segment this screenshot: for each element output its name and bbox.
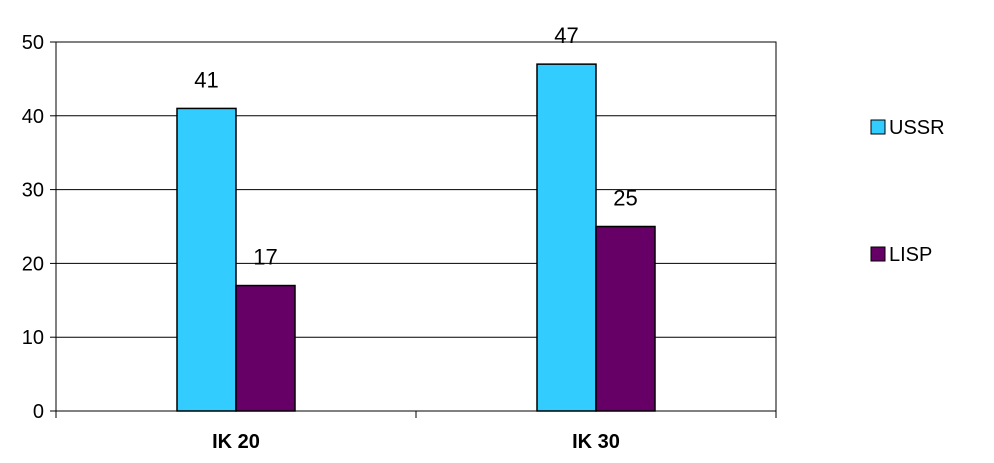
y-axis: 0 10 20 30 40 50 [22,32,56,423]
legend-label-ussr: USSR [889,117,945,139]
y-tick-label: 30 [22,180,44,202]
y-tick-label: 10 [22,327,44,349]
bar-ussr-ik-30 [536,63,597,412]
y-tick-label: 40 [22,106,44,128]
x-category-label: IK 30 [572,431,620,453]
data-label: 17 [253,245,277,270]
plot-area-border [55,41,777,412]
bar-ussr-ik-20 [176,107,237,412]
bar-lisp-ik-30 [595,225,656,412]
grid-lines [55,41,777,412]
legend-swatch-ussr [870,119,886,135]
data-label: 25 [613,186,637,211]
y-tick-label: 0 [33,401,44,423]
data-label: 41 [194,67,218,92]
legend: USSR LISP [870,117,945,266]
bar-lisp-ik-20 [235,284,296,412]
bars: 41 17 47 25 [176,23,656,412]
y-tick-label: 50 [22,32,44,54]
data-label: 47 [554,23,578,48]
y-tick-label: 20 [22,253,44,275]
legend-swatch-lisp [870,246,886,262]
x-category-label: IK 20 [212,431,260,453]
x-axis: IK 20 IK 30 [55,411,777,453]
legend-label-lisp: LISP [889,244,932,266]
